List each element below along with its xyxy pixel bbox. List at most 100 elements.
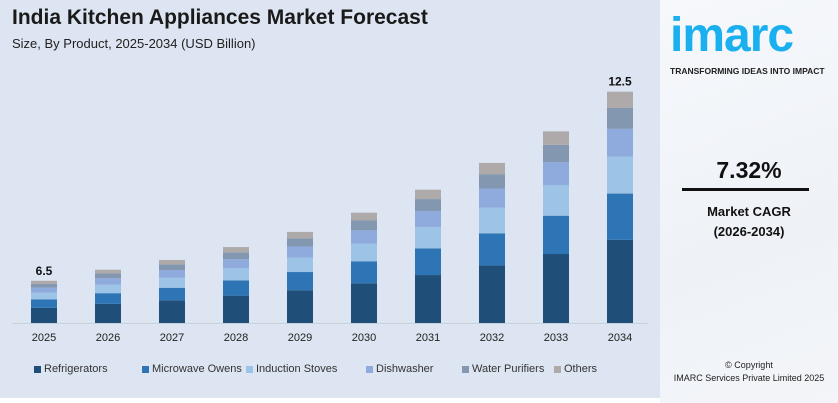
bar-segment-2028-1 [223, 280, 249, 296]
bar-segment-2029-0 [287, 290, 313, 323]
legend-swatch [462, 365, 469, 373]
legend-item: Dishwasher [366, 363, 462, 375]
bar-segment-2033-4 [543, 144, 569, 163]
bar-segment-2028-3 [223, 259, 249, 269]
bar-segment-2026-4 [95, 273, 121, 279]
cagr-label: Market CAGR (2026-2034) [660, 202, 838, 242]
legend-item: Refrigerators [34, 363, 142, 375]
bar-segment-2029-2 [287, 257, 313, 273]
stacked-bar-chart: 2025 6.5 2026 2027 2028 2029 2030 2031 2032 2033 2… [12, 75, 648, 344]
x-tick-label: 2030 [352, 332, 376, 344]
bar-segment-2026-5 [95, 269, 121, 274]
legend-label: Water Purifiers [472, 363, 545, 375]
bar-segment-2032-4 [479, 174, 505, 189]
tagline: TRANSFORMING IDEAS INTO IMPACT [670, 66, 825, 76]
bar-segment-2028-4 [223, 252, 249, 260]
bar-segment-2034-3 [607, 128, 633, 157]
legend: Refrigerators Microwave Owens Induction St… [34, 363, 614, 375]
legend-swatch [142, 365, 149, 373]
x-tick-label: 2031 [416, 332, 440, 344]
bar-segment-2028-2 [223, 268, 249, 281]
copyright: © Copyright IMARC Services Private Limit… [660, 359, 838, 385]
chart-title: India Kitchen Appliances Market Forecast [12, 6, 428, 29]
bar-segment-2034-4 [607, 107, 633, 129]
bar-segment-2034-2 [607, 156, 633, 194]
bar-segment-2027-2 [159, 277, 185, 288]
legend-label: Microwave Owens [152, 363, 242, 375]
chart-panel: India Kitchen Appliances Market Forecast… [0, 0, 660, 398]
x-tick-label: 2028 [224, 332, 248, 344]
cagr-value: 7.32% [716, 157, 782, 183]
bar-segment-2033-3 [543, 162, 569, 186]
copyright-line1: © Copyright [725, 360, 773, 370]
x-tick-label: 2027 [160, 332, 184, 344]
bar-segment-2029-5 [287, 231, 313, 239]
info-panel: imarc TRANSFORMING IDEAS INTO IMPACT 7.3… [660, 0, 838, 403]
bar-segment-2034-1 [607, 193, 633, 240]
legend-item: Water Purifiers [462, 363, 554, 375]
bar-segment-2034-0 [607, 239, 633, 323]
bar-segment-2027-4 [159, 264, 185, 271]
bar-segment-2033-5 [543, 131, 569, 145]
bar-segment-2029-3 [287, 246, 313, 258]
data-label: 6.5 [36, 264, 53, 278]
bar-segment-2031-2 [415, 227, 441, 249]
bar-segment-2033-1 [543, 215, 569, 255]
legend-swatch [246, 365, 253, 373]
bar-segment-2031-1 [415, 248, 441, 276]
bar-segment-2033-2 [543, 185, 569, 216]
bar-segment-2031-4 [415, 199, 441, 212]
legend-label: Induction Stoves [256, 363, 338, 375]
bar-segment-2031-3 [415, 211, 441, 228]
bar-segment-2030-4 [351, 220, 377, 231]
bar-segment-2025-5 [31, 280, 57, 284]
bar-segment-2030-5 [351, 212, 377, 221]
legend-item: Induction Stoves [246, 363, 366, 375]
bar-segment-2032-1 [479, 233, 505, 266]
bar-segment-2028-5 [223, 247, 249, 253]
copyright-line2: IMARC Services Private Limited 2025 [673, 373, 825, 383]
x-tick-label: 2029 [288, 332, 312, 344]
bar-segment-2025-1 [31, 299, 57, 308]
legend-label: Others [564, 363, 598, 375]
bar-segment-2027-3 [159, 270, 185, 278]
bar-segment-2027-1 [159, 287, 185, 301]
imarc-logo: imarc [670, 9, 794, 62]
bar-segment-2030-1 [351, 261, 377, 284]
bar-segment-2026-2 [95, 284, 121, 294]
bar-segment-2026-3 [95, 278, 121, 285]
legend-item: Microwave Owens [142, 363, 246, 375]
bar-segment-2025-0 [31, 307, 57, 323]
bar-segment-2027-5 [159, 259, 185, 265]
bar-segment-2030-0 [351, 283, 377, 323]
bar-segment-2031-5 [415, 189, 441, 200]
bar-segment-2026-1 [95, 293, 121, 304]
bar-segment-2026-0 [95, 303, 121, 323]
bar-segment-2025-2 [31, 292, 57, 300]
cagr-label-text: Market CAGR [707, 204, 791, 219]
chart-subtitle: Size, By Product, 2025-2034 (USD Billion… [12, 36, 256, 51]
legend-label: Dishwasher [376, 363, 434, 375]
legend-swatch [34, 365, 41, 373]
bar-segment-2027-0 [159, 300, 185, 323]
legend-swatch [366, 365, 373, 373]
bar-segment-2032-5 [479, 162, 505, 175]
data-label: 12.5 [608, 75, 632, 89]
bar-segment-2025-4 [31, 283, 57, 288]
divider [682, 188, 809, 191]
legend-swatch [554, 365, 561, 373]
bar-segment-2028-0 [223, 295, 249, 323]
x-tick-label: 2034 [608, 332, 632, 344]
bar-segment-2032-2 [479, 207, 505, 234]
bar-segment-2034-5 [607, 91, 633, 108]
x-tick-label: 2026 [96, 332, 120, 344]
bar-segment-2033-0 [543, 254, 569, 323]
bar-segment-2032-0 [479, 265, 505, 323]
bar-segment-2029-1 [287, 272, 313, 291]
bar-segment-2025-3 [31, 287, 57, 293]
x-tick-label: 2025 [32, 332, 56, 344]
legend-item: Others [554, 363, 614, 375]
cagr-period: (2026-2034) [713, 224, 785, 239]
bar-segment-2030-2 [351, 243, 377, 262]
legend-label: Refrigerators [44, 363, 108, 375]
